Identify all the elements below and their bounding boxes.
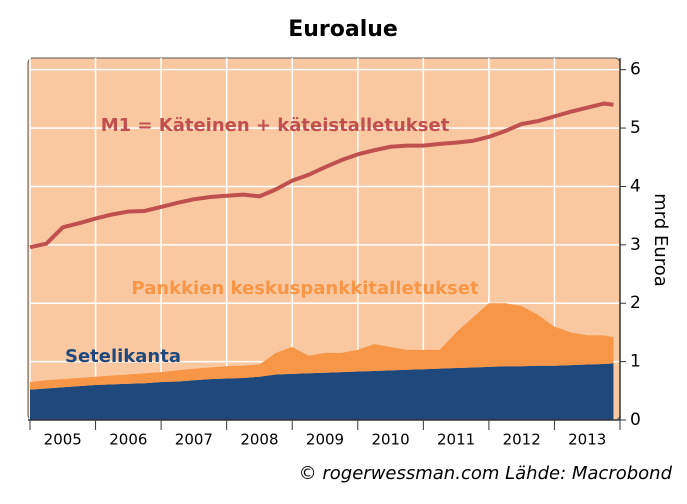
- series-label: Setelikanta: [65, 346, 181, 367]
- footer: © rogerwessman.com Lähde: Macrobond: [299, 463, 673, 484]
- x-tick-label: 2005: [44, 431, 82, 449]
- y-tick-label: 3: [630, 235, 641, 255]
- chart-title: Euroalue: [288, 17, 398, 42]
- x-tick-label: 2013: [568, 431, 606, 449]
- x-tick-label: 2007: [175, 431, 213, 449]
- y-tick-label: 6: [630, 60, 641, 80]
- series-label: Pankkien keskuspankkitalletukset: [131, 278, 479, 299]
- y-tick-label: 4: [630, 176, 641, 196]
- x-tick-label: 2006: [109, 431, 147, 449]
- x-tick-label: 2009: [306, 431, 344, 449]
- y-tick-label: 2: [630, 293, 641, 313]
- x-tick-label: 2010: [371, 431, 409, 449]
- y-tick-label: 1: [630, 352, 641, 372]
- y-tick-label: 5: [630, 118, 641, 138]
- series-label: M1 = Käteinen + käteistalletukset: [101, 115, 450, 136]
- x-tick-label: 2012: [503, 431, 541, 449]
- area: [30, 363, 614, 420]
- line: [29, 101, 614, 250]
- x-tick-label: 2008: [240, 431, 278, 449]
- y-tick-label: 0: [630, 410, 641, 430]
- area: [30, 303, 614, 390]
- x-tick-label: 2011: [437, 431, 475, 449]
- y-axis-label: mrd Euroa: [650, 193, 671, 287]
